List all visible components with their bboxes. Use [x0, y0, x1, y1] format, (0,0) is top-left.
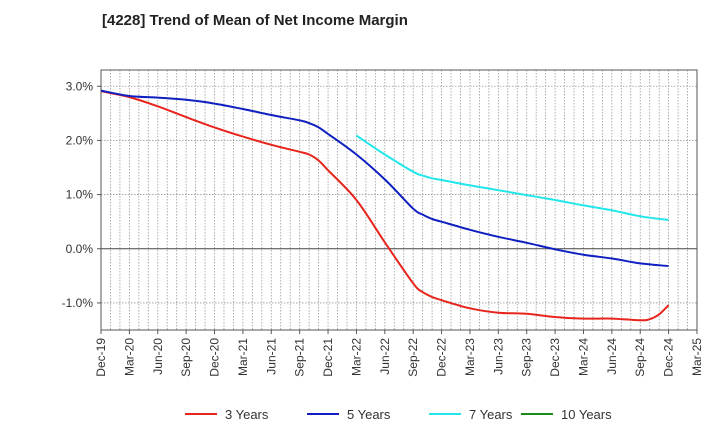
- y-tick-label: 1.0%: [66, 188, 94, 202]
- plot-area: [100, 69, 698, 331]
- x-tick-label: Dec-20: [208, 338, 222, 377]
- legend-label: 10 Years: [561, 407, 612, 422]
- x-tick-label: Sep-21: [293, 338, 307, 377]
- x-tick-label: Dec-23: [548, 338, 562, 377]
- x-tick-label: Mar-24: [576, 338, 590, 376]
- y-tick-label: 0.0%: [66, 242, 94, 256]
- x-tick-label: Jun-23: [491, 338, 505, 375]
- x-tick-label: Dec-19: [94, 338, 108, 377]
- x-tick-label: Dec-24: [662, 338, 676, 377]
- x-tick-label: Mar-23: [463, 338, 477, 376]
- x-tick-label: Mar-20: [122, 338, 136, 376]
- x-tick-label: Dec-22: [435, 338, 449, 377]
- x-tick-label: Mar-22: [349, 338, 363, 376]
- x-tick-label: Dec-21: [321, 338, 335, 377]
- legend-label: 5 Years: [347, 407, 391, 422]
- x-tick-label: Jun-24: [605, 338, 619, 375]
- series-line-5-years: [100, 89, 669, 268]
- y-tick-label: -1.0%: [62, 296, 94, 310]
- x-tick-label: Sep-23: [520, 338, 534, 377]
- series-line-7-years: [355, 134, 669, 221]
- x-tick-label: Jun-22: [378, 338, 392, 375]
- x-tick-label: Mar-21: [236, 338, 250, 376]
- x-tick-label: Sep-20: [179, 338, 193, 377]
- x-tick-label: Jun-21: [264, 338, 278, 375]
- legend-label: 7 Years: [469, 407, 513, 422]
- x-tick-label: Sep-24: [633, 338, 647, 377]
- y-tick-label: 3.0%: [66, 79, 94, 93]
- x-tick-label: Mar-25: [690, 338, 704, 376]
- y-tick-label: 2.0%: [66, 133, 94, 147]
- legend-label: 3 Years: [225, 407, 269, 422]
- chart-title: [4228] Trend of Mean of Net Income Margi…: [102, 12, 408, 29]
- series-line-3-years: [100, 90, 670, 322]
- x-tick-label: Jun-20: [151, 338, 165, 375]
- x-tick-label: Sep-22: [406, 338, 420, 377]
